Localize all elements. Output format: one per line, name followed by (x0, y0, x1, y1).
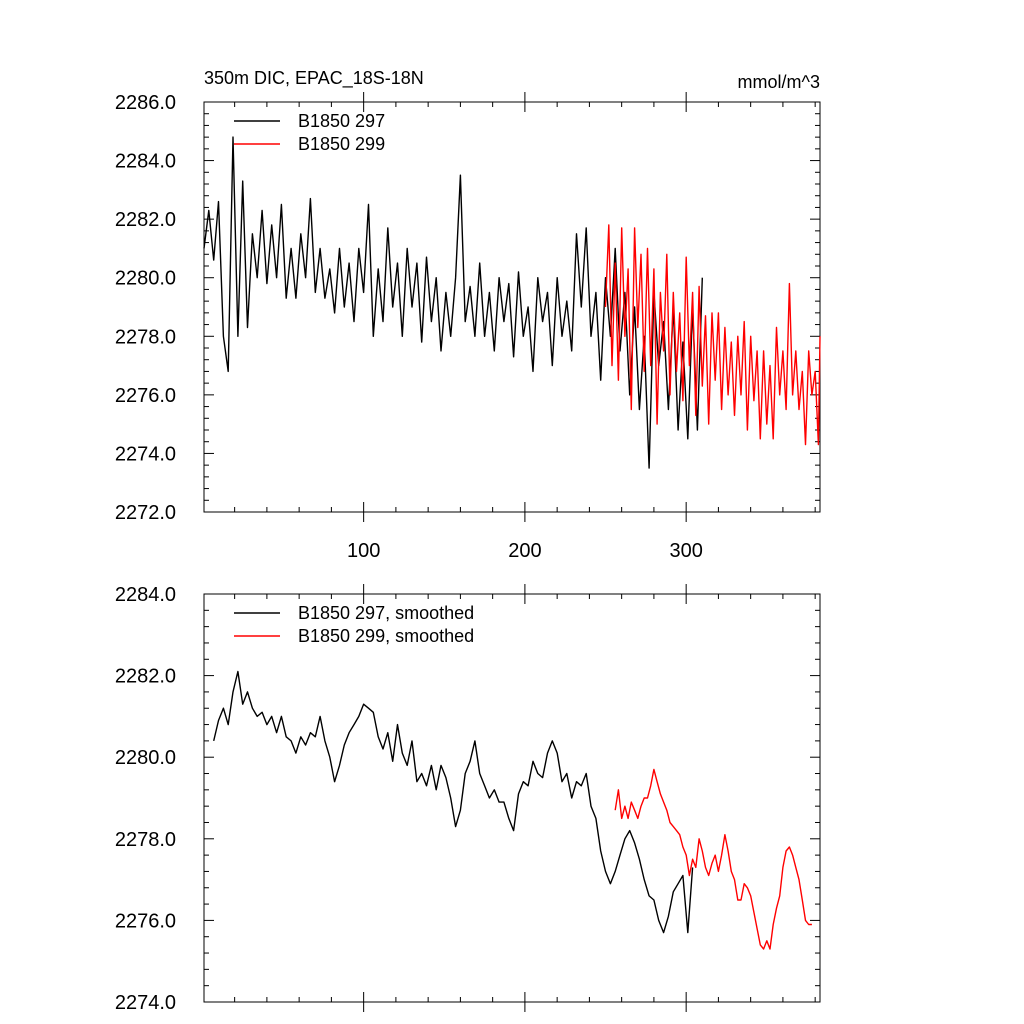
series-line-297 (213, 670, 694, 934)
series-line-297 (203, 136, 703, 469)
upper-panel: 2272.0 2274.0 2276.0 2278.0 2280.0 2282.0 2284… (115, 68, 821, 562)
y-tick-label: 2282.0 (115, 666, 176, 688)
legend-label: B1850 299, smoothed (298, 626, 474, 646)
y-tick-label: 2274.0 (115, 992, 176, 1014)
series-line-299 (604, 224, 821, 446)
legend-label: B1850 299 (298, 134, 385, 154)
x-tick-label: 300 (669, 540, 702, 562)
y-tick-label: 2278.0 (115, 326, 176, 348)
x-tick-label: 200 (508, 540, 541, 562)
y-tick-label: 2286.0 (115, 92, 176, 114)
y-tick-label: 2282.0 (115, 209, 176, 231)
y-tick-label: 2276.0 (115, 385, 176, 407)
x-tick-label: 100 (347, 540, 380, 562)
y-tick-label: 2284.0 (115, 151, 176, 173)
plot-frame (203, 101, 821, 513)
y-tick-label: 2276.0 (115, 910, 176, 932)
series-line-299 (614, 768, 812, 950)
y-tick-label: 2284.0 (115, 584, 176, 606)
lower-panel: 2274.0 2276.0 2278.0 2280.0 2282.0 2284.0 B185… (115, 584, 821, 1014)
legend-label: B1850 297 (298, 111, 385, 131)
plot-frame (203, 593, 821, 1003)
y-tick-label: 2278.0 (115, 829, 176, 851)
legend-label: B1850 297, smoothed (298, 603, 474, 623)
y-tick-label: 2280.0 (115, 268, 176, 290)
y-tick-label: 2274.0 (115, 443, 176, 465)
chart-title: 350m DIC, EPAC_18S-18N (204, 68, 424, 89)
units-label: mmol/m^3 (738, 72, 820, 92)
y-tick-label: 2272.0 (115, 502, 176, 524)
y-tick-label: 2280.0 (115, 747, 176, 769)
